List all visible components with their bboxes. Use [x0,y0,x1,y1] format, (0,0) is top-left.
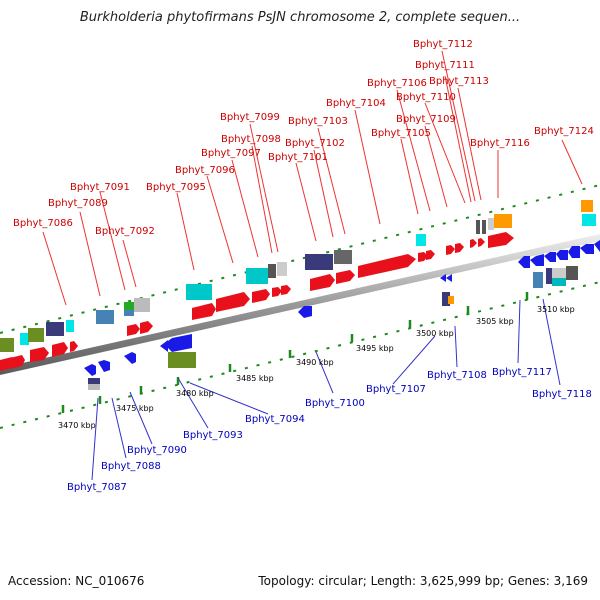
kbp-label: 3470 kbp [58,421,96,430]
scale-labels: 3470 kbp 3475 kbp 3480 kbp 3485 kbp 3490… [58,305,575,430]
gene-label[interactable]: Bphyt_7093 [183,430,243,441]
gene-label[interactable]: Bphyt_7113 [429,76,489,87]
gene-label[interactable]: Bphyt_7108 [427,370,487,381]
gene-label[interactable]: Bphyt_7090 [127,445,187,456]
gene-label[interactable]: Bphyt_7088 [101,461,161,472]
gene-label[interactable]: Bphyt_7112 [413,39,473,50]
kbp-label: 3485 kbp [236,374,274,383]
gene-label[interactable]: Bphyt_7102 [285,138,345,149]
gene-label[interactable]: Bphyt_7110 [396,92,456,103]
gene-label[interactable]: Bphyt_7086 [13,218,73,229]
gene-label[interactable]: Bphyt_7089 [48,198,108,209]
kbp-label: 3500 kbp [416,329,454,338]
gene-label[interactable]: Bphyt_7109 [396,114,456,125]
reverse-genes[interactable] [84,240,600,376]
kbp-label: 3490 kbp [296,358,334,367]
top-gene-labels: Bphyt_7086 Bphyt_7089 Bphyt_7091 Bphyt_7… [13,39,594,237]
bottom-leader-lines [91,298,561,481]
upper-features [0,200,596,352]
kbp-label: 3495 kbp [356,344,394,353]
gene-label[interactable]: Bphyt_7094 [245,414,305,425]
gene-label[interactable]: Bphyt_7100 [305,398,365,409]
gene-label[interactable]: Bphyt_7104 [326,98,386,109]
bottom-gene-labels: Bphyt_7087 Bphyt_7088 Bphyt_7090 Bphyt_7… [67,367,592,493]
genome-summary-text: Topology: circular; Length: 3,625,999 bp… [258,574,588,588]
gene-label[interactable]: Bphyt_7111 [415,60,475,71]
accession-text: Accession: NC_010676 [8,574,145,588]
gene-label[interactable]: Bphyt_7106 [367,78,427,89]
gene-label[interactable]: Bphyt_7101 [268,152,328,163]
gene-label[interactable]: Bphyt_7124 [534,126,594,137]
gene-label[interactable]: Bphyt_7096 [175,165,235,176]
gene-label[interactable]: Bphyt_7117 [492,367,552,378]
gene-label[interactable]: Bphyt_7098 [221,134,281,145]
gene-label[interactable]: Bphyt_7091 [70,182,130,193]
gene-label[interactable]: Bphyt_7095 [146,182,206,193]
lower-features [88,266,578,390]
map-title: Burkholderia phytofirmans PsJN chromosom… [79,10,521,25]
chromosome-backbone [0,234,600,375]
top-leader-lines [42,50,583,306]
gene-label[interactable]: Bphyt_7097 [201,148,261,159]
gene-label[interactable]: Bphyt_7107 [366,384,426,395]
gene-label[interactable]: Bphyt_7103 [288,116,348,127]
kbp-label: 3480 kbp [176,389,214,398]
kbp-label: 3505 kbp [476,317,514,326]
kbp-label: 3510 kbp [537,305,575,314]
gene-label[interactable]: Bphyt_7087 [67,482,127,493]
gene-label[interactable]: Bphyt_7092 [95,226,155,237]
gene-label[interactable]: Bphyt_7099 [220,112,280,123]
gene-label[interactable]: Bphyt_7105 [371,128,431,139]
forward-genes[interactable] [0,232,514,371]
kbp-label: 3475 kbp [116,404,154,413]
gene-label[interactable]: Bphyt_7118 [532,389,592,400]
gene-label[interactable]: Bphyt_7116 [470,138,530,149]
